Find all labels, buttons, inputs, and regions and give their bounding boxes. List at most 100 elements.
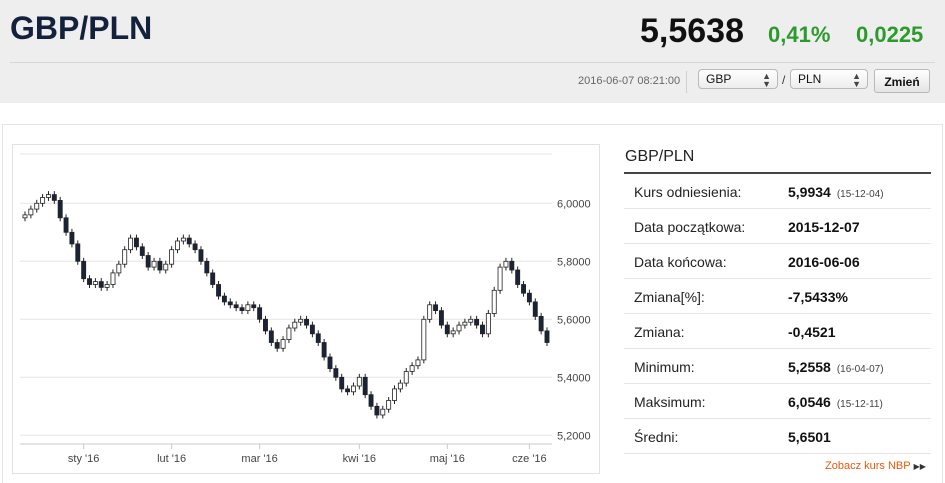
candle xyxy=(433,304,439,312)
stats-value-text: -0,4521 xyxy=(788,324,836,340)
candle xyxy=(251,304,257,309)
candle xyxy=(462,321,468,326)
candle xyxy=(204,260,210,274)
candle xyxy=(180,237,186,242)
content-panel xyxy=(2,124,943,483)
stats-value: 5,6501 xyxy=(788,429,831,445)
candle xyxy=(151,260,157,268)
candle xyxy=(22,214,28,219)
candle xyxy=(444,324,450,335)
stats-label: Data początkowa: xyxy=(634,219,746,235)
stats-label: Minimum: xyxy=(634,359,695,375)
candle xyxy=(321,342,327,358)
candle xyxy=(210,272,216,285)
nbp-link-label: Zobacz kurs NBP xyxy=(825,460,911,472)
select-arrows-icon: ▲ ▼ xyxy=(762,71,771,89)
candle xyxy=(345,388,351,393)
candle xyxy=(116,263,122,274)
pair-title: GBP/PLN xyxy=(10,10,153,46)
select-arrows-icon: ▲ ▼ xyxy=(852,71,861,89)
candle xyxy=(521,284,526,294)
x-tick-label: maj '16 xyxy=(430,453,465,465)
candle xyxy=(175,240,180,251)
candle xyxy=(110,272,116,285)
candle xyxy=(221,295,227,303)
stats-value: -7,5433% xyxy=(788,289,848,305)
x-axis-labels: sty '16 lut '16 mar '16 kwi '16 maj '16 cze '… xyxy=(68,453,547,465)
candle xyxy=(380,408,386,416)
candle xyxy=(169,249,175,265)
candle xyxy=(145,255,151,268)
stats-value: -0,4521 xyxy=(788,324,835,340)
candle xyxy=(28,208,34,216)
candle xyxy=(526,292,532,303)
stats-value-text: 2015-12-07 xyxy=(788,219,860,235)
stats-row: Zmiana[%]: -7,5433% xyxy=(624,279,931,314)
change-button[interactable]: Zmień xyxy=(874,69,930,93)
candle xyxy=(268,330,274,343)
chart-candles xyxy=(22,191,550,419)
candle xyxy=(227,301,233,306)
header-divider xyxy=(10,62,935,63)
candle xyxy=(356,376,362,387)
change-absolute: 0,0225 xyxy=(856,22,924,47)
y-axis-labels: 6,0000 5,8000 5,6000 5,4000 5,2000 xyxy=(557,198,591,442)
candle xyxy=(263,318,268,332)
candle xyxy=(98,281,104,288)
candle xyxy=(57,200,63,219)
candle xyxy=(87,278,92,285)
stats-value-date: (15-12-11) xyxy=(836,399,883,410)
candle xyxy=(133,237,139,248)
candle xyxy=(233,304,239,309)
x-tick-label: mar '16 xyxy=(241,453,277,465)
candle xyxy=(104,284,110,288)
x-tick-label: sty '16 xyxy=(68,453,99,465)
candle xyxy=(339,376,345,390)
currency-to-value: PLN xyxy=(798,72,822,86)
candle xyxy=(69,231,75,245)
candle xyxy=(403,371,409,384)
candle xyxy=(122,249,128,265)
stats-value-text: 5,2558 xyxy=(788,359,831,375)
stats-value-text: 5,9934 xyxy=(788,184,831,200)
candle xyxy=(315,333,321,343)
stats-title: GBP/PLN xyxy=(624,143,931,174)
candle xyxy=(216,284,222,297)
candle xyxy=(397,382,403,390)
stats-label: Zmiana: xyxy=(634,324,685,340)
candle xyxy=(163,263,169,271)
stats-row: Data końcowa: 2016-06-06 xyxy=(624,244,931,279)
nbp-rate-link[interactable]: Zobacz kurs NBP ▶▶ xyxy=(825,460,926,472)
currency-to-select[interactable]: PLN ▲ ▼ xyxy=(790,69,868,89)
candle xyxy=(286,327,292,341)
current-rate: 5,5638 xyxy=(640,12,744,50)
candle xyxy=(51,194,57,201)
candle xyxy=(415,359,421,367)
candle xyxy=(392,388,397,401)
candle xyxy=(456,324,462,332)
stats-label: Średni: xyxy=(634,429,679,445)
y-tick-label: 5,2000 xyxy=(557,430,591,442)
candle xyxy=(485,313,491,335)
candle xyxy=(333,368,339,378)
stats-row: Maksimum: 6,0546 (15-12-11) xyxy=(624,384,931,419)
chart-grid xyxy=(20,153,552,449)
candle xyxy=(544,330,550,343)
candle xyxy=(480,324,485,335)
stats-value-text: 5,6501 xyxy=(788,429,831,445)
candle xyxy=(368,394,374,407)
candle xyxy=(81,260,87,280)
candle xyxy=(491,289,497,314)
stats-row: Kurs odniesienia: 5,9934 (15-12-04) xyxy=(624,174,931,209)
candle xyxy=(474,318,480,326)
candle xyxy=(63,217,69,233)
candle xyxy=(198,249,204,262)
candle xyxy=(438,310,444,326)
candle xyxy=(309,324,315,335)
candle xyxy=(497,266,503,291)
candle xyxy=(374,405,380,416)
candle xyxy=(532,301,538,317)
candle xyxy=(362,376,368,396)
currency-from-value: GBP xyxy=(706,72,732,86)
currency-from-select[interactable]: GBP ▲ ▼ xyxy=(698,69,778,89)
